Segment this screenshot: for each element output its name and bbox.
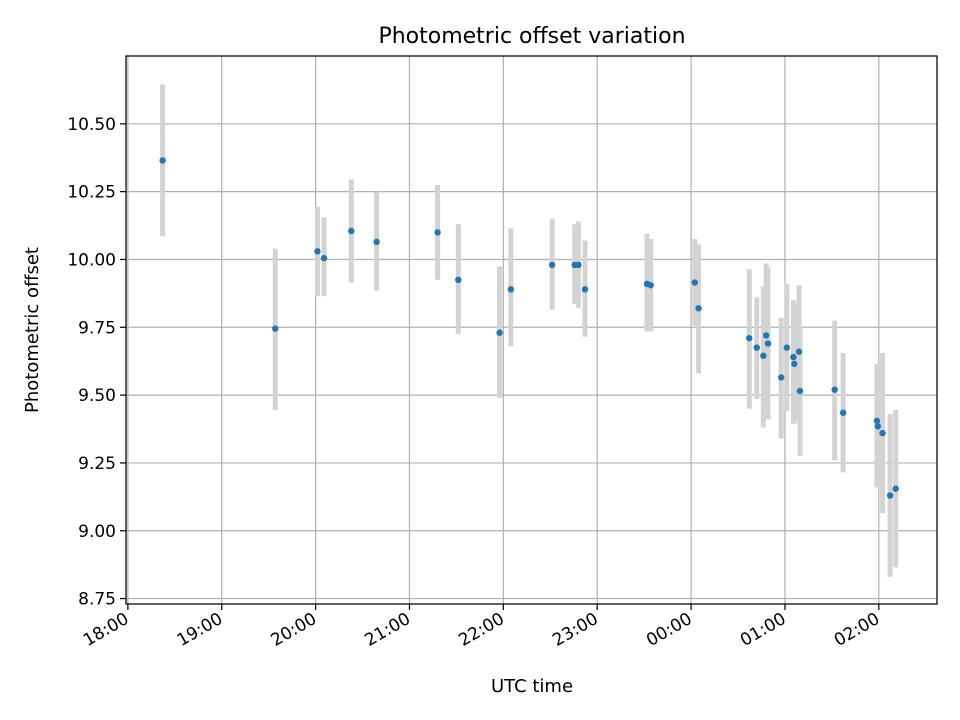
data-point	[795, 348, 803, 355]
y-tick-label: 9.00	[78, 522, 116, 542]
y-tick-label: 8.75	[78, 590, 116, 610]
data-point	[320, 254, 328, 262]
data-point	[691, 279, 699, 286]
data-point	[348, 227, 355, 235]
data-point	[695, 305, 702, 312]
data-point	[272, 325, 279, 332]
data-point	[791, 360, 798, 368]
data-point	[496, 329, 503, 336]
data-point	[373, 238, 380, 246]
y-tick-label: 10.50	[67, 115, 116, 135]
data-point	[581, 286, 589, 293]
data-point	[548, 261, 556, 269]
y-tick-label: 10.00	[67, 250, 116, 270]
data-point	[892, 485, 899, 492]
data-point	[783, 344, 791, 351]
data-point	[760, 352, 767, 359]
y-tick-label: 9.25	[78, 454, 116, 474]
plot-frame	[125, 55, 938, 605]
data-point	[873, 417, 881, 425]
data-point	[790, 353, 797, 361]
data-point	[507, 286, 515, 293]
y-tick-label: 10.25	[67, 183, 116, 203]
data-point	[831, 386, 838, 393]
x-axis-label: UTC time	[491, 676, 573, 697]
data-point	[575, 261, 582, 269]
y-axis-label: Photometric offset	[22, 247, 43, 413]
data-point	[314, 248, 321, 255]
data-point	[762, 332, 770, 339]
y-tick-label: 9.75	[78, 318, 116, 338]
data-point	[159, 157, 166, 164]
y-tick-label: 9.50	[78, 386, 116, 406]
data-point	[874, 423, 882, 430]
data-point	[647, 282, 654, 289]
data-point	[879, 429, 886, 437]
data-point	[796, 387, 804, 395]
y-axis: 8.75 9.00 9.25 9.50 9.75 10.00 10.25 10.50	[67, 115, 126, 610]
data-points	[159, 157, 899, 499]
data-point	[777, 374, 785, 381]
data-point	[746, 334, 753, 342]
data-point	[886, 492, 894, 499]
data-point	[764, 340, 772, 347]
data-point	[753, 344, 760, 351]
chart-title: Photometric offset variation	[378, 24, 685, 49]
data-point	[455, 276, 462, 284]
data-point	[434, 229, 441, 236]
data-point	[839, 409, 847, 416]
